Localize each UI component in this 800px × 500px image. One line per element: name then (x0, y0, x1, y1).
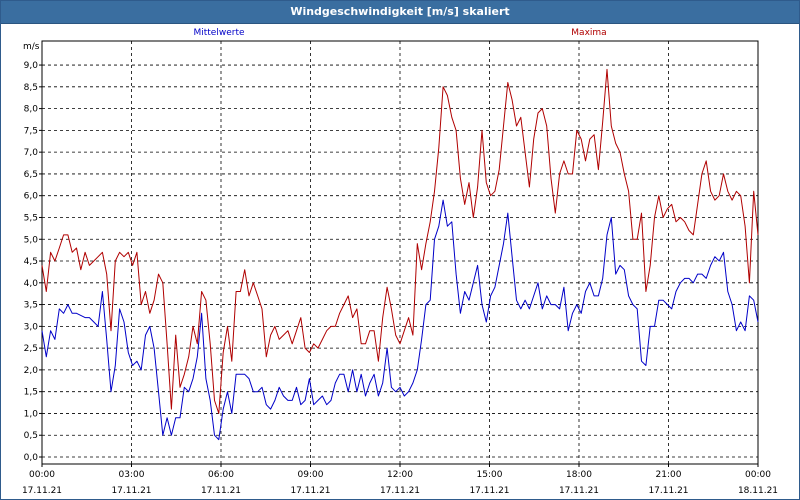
y-tick-label: 7,0 (24, 148, 39, 158)
y-tick-label: 1,0 (24, 409, 39, 419)
x-tick-time: 00:00 (29, 470, 55, 480)
y-tick-label: 0,5 (24, 431, 38, 441)
x-tick-time: 15:00 (477, 470, 503, 480)
series-line-mittelwerte (41, 199, 759, 441)
y-tick-label: 8,0 (24, 105, 39, 115)
y-tick-label: 7,5 (24, 126, 38, 136)
y-tick-label: 1,5 (24, 388, 38, 398)
y-tick-label: 6,5 (24, 170, 38, 180)
y-tick-label: 5,0 (24, 235, 39, 245)
y-tick-label: 8,5 (24, 83, 38, 93)
y-tick-label: 5,5 (24, 213, 38, 223)
x-tick-time: 00:00 (745, 470, 771, 480)
y-tick-label: 4,5 (24, 257, 38, 267)
legend-mittelwerte: Mittelwerte (193, 28, 244, 38)
x-tick-date: 17.11.21 (22, 486, 62, 496)
legend-maxima: Maxima (571, 28, 606, 38)
y-tick-label: 0,0 (24, 453, 39, 463)
chart-title: Windgeschwindigkeit [m/s] skaliert (1, 1, 799, 24)
y-tick-label: 4,0 (24, 279, 39, 289)
x-tick-date: 17.11.21 (469, 486, 509, 496)
x-tick-time: 09:00 (298, 470, 324, 480)
y-axis-label: m/s (23, 42, 40, 52)
x-tick-time: 03:00 (119, 470, 145, 480)
x-tick-time: 06:00 (208, 470, 234, 480)
y-tick-label: 9,0 (24, 61, 39, 71)
y-tick-label: 3,0 (24, 322, 39, 332)
x-tick-time: 18:00 (566, 470, 592, 480)
y-tick-label: 2,5 (24, 344, 38, 354)
x-tick-date: 17.11.21 (648, 486, 688, 496)
y-tick-label: 6,0 (24, 192, 39, 202)
x-tick-time: 12:00 (387, 470, 413, 480)
y-tick-label: 3,5 (24, 301, 38, 311)
x-tick-date: 17.11.21 (559, 486, 599, 496)
series-line-maxima (41, 68, 759, 414)
x-tick-date: 17.11.21 (111, 486, 151, 496)
y-tick-label: 2,0 (24, 366, 39, 376)
x-tick-date: 17.11.21 (290, 486, 330, 496)
x-tick-date: 17.11.21 (201, 486, 241, 496)
x-tick-time: 21:00 (656, 470, 682, 480)
x-tick-date: 18.11.21 (738, 486, 778, 496)
x-tick-date: 17.11.21 (380, 486, 420, 496)
